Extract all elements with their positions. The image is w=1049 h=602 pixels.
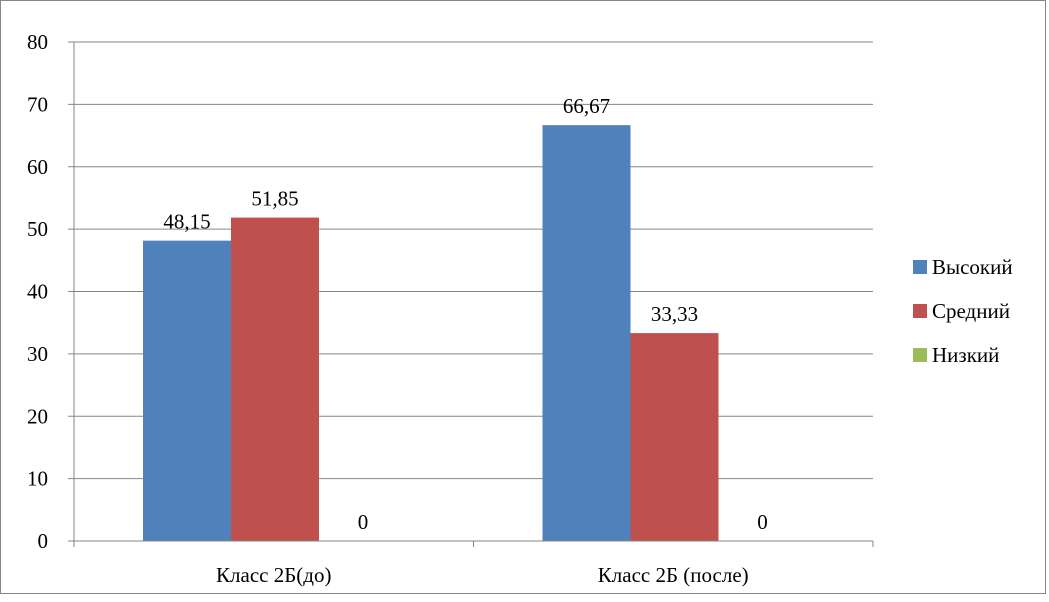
- legend-swatch: [913, 304, 927, 318]
- legend-swatch: [913, 260, 927, 274]
- bar: [143, 240, 231, 541]
- x-category-label: Класс 2Б(до): [216, 563, 331, 587]
- legend-item-label: Средний: [932, 299, 1010, 323]
- legend-item-label: Высокий: [932, 255, 1013, 279]
- data-label: 51,85: [251, 187, 298, 211]
- legend-swatch: [913, 348, 927, 362]
- bar: [542, 125, 631, 541]
- data-label: 33,33: [651, 302, 698, 326]
- y-tick-label: 0: [38, 529, 49, 553]
- y-tick-label: 40: [27, 280, 48, 304]
- y-tick-label: 20: [27, 404, 48, 428]
- data-labels: 48,15 66,67 51,85 33,33 0 0: [163, 94, 767, 534]
- data-label: 48,15: [163, 210, 210, 234]
- data-label: 0: [358, 510, 369, 534]
- bars: [143, 125, 719, 541]
- y-tick-label: 70: [27, 92, 48, 116]
- data-label: 66,67: [563, 94, 610, 118]
- legend: Высокий Средний Низкий: [913, 255, 1013, 367]
- legend-item-label: Низкий: [932, 343, 999, 367]
- bar: [630, 333, 719, 541]
- y-tick-label: 50: [27, 217, 48, 241]
- y-tick-label: 60: [27, 155, 48, 179]
- x-category-label: Класс 2Б (после): [598, 563, 749, 587]
- data-label: 0: [757, 510, 768, 534]
- y-tick-label: 30: [27, 342, 48, 366]
- bar: [231, 217, 319, 541]
- y-tick-label: 10: [27, 467, 48, 491]
- axes: 0 10 20 30 40 50 60 70 80 Класс 2Б(до) Класс 2Б (п…: [27, 30, 874, 587]
- y-tick-label: 80: [27, 30, 48, 54]
